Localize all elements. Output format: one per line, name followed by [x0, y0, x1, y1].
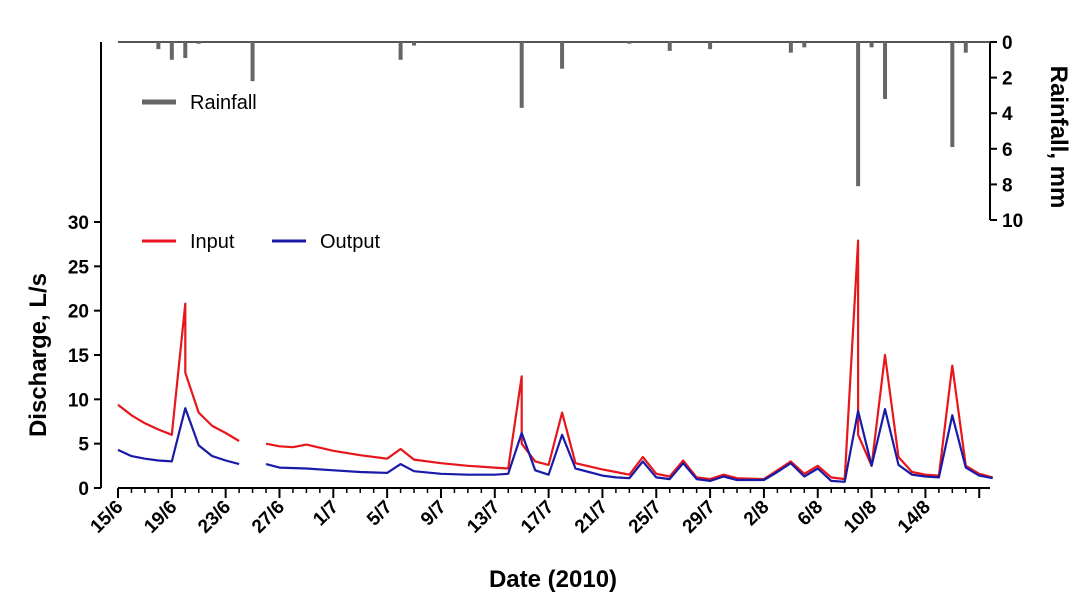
legend-label-rainfall: Rainfall — [190, 92, 257, 114]
y-tick-label: 10 — [68, 390, 89, 411]
y-axis-title: Discharge, L/s — [25, 273, 52, 437]
rainfall-bar — [708, 42, 713, 50]
rainfall-bar — [560, 42, 565, 69]
x-tick-label: 1/7 — [309, 497, 343, 531]
x-tick-label: 23/6 — [194, 497, 235, 538]
x-tick-label: 13/7 — [463, 497, 504, 538]
rainfall-bar — [196, 42, 201, 44]
axes — [94, 41, 997, 498]
x-tick-label: 14/8 — [894, 497, 935, 538]
rainfall-bar — [667, 42, 672, 51]
x-tick-label: 2/8 — [740, 497, 774, 531]
rainfall-bar — [869, 42, 874, 48]
x-tick-label: 25/7 — [625, 497, 666, 538]
rainfall-bar — [627, 42, 632, 44]
y2-tick-label: 4 — [1002, 104, 1013, 125]
rainfall-bar — [398, 42, 403, 60]
discharge-lines — [117, 239, 993, 483]
x-tick-label: 10/8 — [840, 497, 881, 538]
rainfall-bar — [169, 42, 174, 60]
x-tick-label: 27/6 — [248, 497, 289, 538]
y2-tick-label: 0 — [1002, 33, 1013, 54]
rainfall-bar — [950, 42, 955, 148]
y2-tick-label: 10 — [1002, 211, 1023, 232]
y-tick-label: 0 — [78, 479, 89, 500]
rainfall-bar — [802, 42, 807, 48]
rainfall-bar — [519, 42, 524, 108]
rainfall-bar — [156, 42, 161, 50]
rainfall-bar — [250, 42, 255, 82]
y2-axis-title: Rainfall, mm — [1045, 66, 1072, 209]
series-line-input — [117, 239, 993, 481]
rainfall-bar — [183, 42, 188, 59]
y2-tick-label: 8 — [1002, 175, 1013, 196]
rainfall-bar — [883, 42, 888, 99]
legend-label-output: Output — [320, 231, 380, 253]
y-tick-label: 20 — [68, 302, 89, 323]
rainfall-bar — [856, 42, 861, 187]
x-axis-title: Date (2010) — [489, 566, 617, 593]
series-line-output — [117, 407, 993, 483]
y-tick-label: 5 — [78, 435, 89, 456]
x-tick-label: 6/8 — [794, 497, 828, 531]
y-tick-label: 25 — [68, 257, 90, 278]
x-tick-label: 29/7 — [679, 497, 720, 538]
rainfall-bar — [788, 42, 793, 53]
x-tick-label: 9/7 — [417, 497, 451, 531]
x-tick-label: 19/6 — [140, 497, 181, 538]
y-tick-label: 30 — [68, 213, 89, 234]
legend: Rainfall Input Output — [142, 92, 380, 253]
rainfall-bars — [156, 42, 968, 187]
x-tick-label: 5/7 — [363, 497, 397, 531]
rainfall-bar — [963, 42, 968, 53]
y2-tick-label: 6 — [1002, 140, 1013, 161]
y-tick-label: 15 — [68, 346, 90, 367]
legend-label-input: Input — [190, 231, 235, 253]
rainfall-bar — [412, 42, 417, 46]
x-tick-label: 17/7 — [517, 497, 558, 538]
x-tick-label: 15/6 — [87, 497, 128, 538]
x-tick-label: 21/7 — [571, 497, 612, 538]
y2-tick-label: 2 — [1002, 69, 1013, 90]
